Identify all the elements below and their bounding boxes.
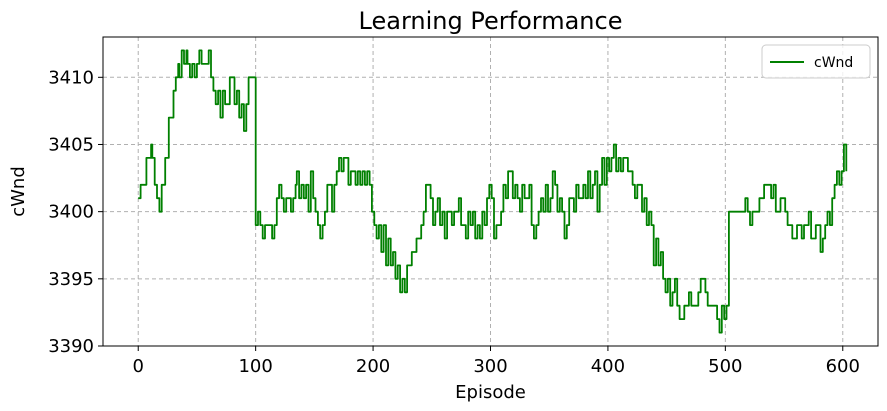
grid (103, 37, 878, 347)
series-line-cWnd (138, 49, 848, 334)
x-tick-label: 300 (473, 356, 507, 377)
y-tick-label: 3400 (48, 202, 94, 223)
y-axis-label: cWnd (8, 166, 29, 217)
ticks: 0 100 200 300 400 500 600 3390 3395 3400 3405 3410 (48, 67, 860, 377)
x-tick-label: 400 (591, 356, 625, 377)
x-tick-label: 200 (356, 356, 390, 377)
y-tick-label: 3410 (48, 67, 94, 88)
plot-area (138, 49, 848, 334)
x-axis-label: Episode (455, 382, 526, 403)
x-tick-label: 500 (708, 356, 742, 377)
legend-box (761, 44, 871, 79)
x-tick-label: 100 (238, 356, 272, 377)
x-tick-label: 600 (826, 356, 860, 377)
chart-title: Learning Performance (359, 7, 623, 35)
legend: cWnd (761, 44, 871, 79)
legend-label: cWnd (814, 55, 853, 71)
y-tick-label: 3390 (48, 336, 94, 357)
y-tick-label: 3405 (48, 134, 94, 155)
y-tick-label: 3395 (48, 269, 94, 290)
x-tick-label: 0 (133, 356, 144, 377)
